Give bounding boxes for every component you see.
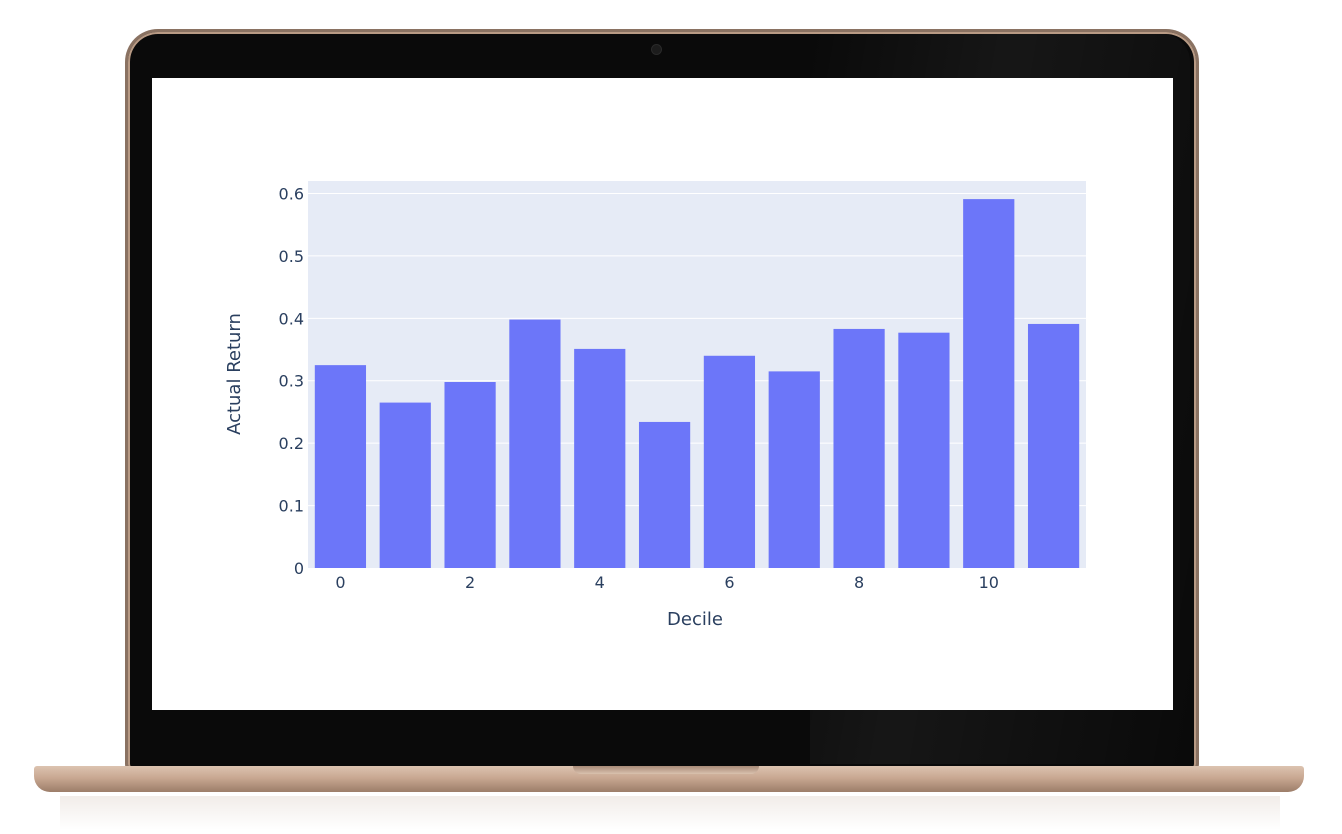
bar [379, 402, 431, 568]
bars [314, 199, 1080, 568]
y-tick-label: 0 [294, 559, 304, 578]
x-tick-label: 4 [595, 573, 605, 592]
laptop-base-notch [573, 766, 759, 774]
bar [1027, 323, 1080, 568]
gridlines [308, 192, 1086, 507]
y-tick-label: 0.3 [279, 372, 304, 391]
x-tick-label: 0 [335, 573, 345, 592]
y-tick-label: 0.1 [279, 497, 304, 516]
bar [574, 348, 626, 568]
y-tick-label: 0.5 [279, 247, 304, 266]
bar [963, 199, 1015, 568]
bar [314, 365, 367, 568]
laptop-reflection [60, 796, 1280, 830]
bar [768, 371, 820, 568]
y-tick-label: 0.4 [279, 309, 304, 328]
bar [833, 328, 885, 568]
webcam-icon [652, 45, 661, 54]
y-axis-ticks: 0 0.1 0.2 0.3 0.4 0.5 0.6 [279, 184, 304, 578]
laptop-screen: 0 0.1 0.2 0.3 0.4 0.5 0.6 0 2 4 6 8 10 Decile Actua… [152, 78, 1173, 710]
x-tick-label: 2 [465, 573, 475, 592]
bar-chart: 0 0.1 0.2 0.3 0.4 0.5 0.6 0 2 4 6 8 10 Decile Actua… [224, 181, 1086, 630]
bar [509, 319, 561, 568]
bar [703, 355, 756, 568]
y-axis-label: Actual Return [224, 313, 245, 435]
y-tick-label: 0.2 [279, 434, 304, 453]
x-tick-label: 10 [979, 573, 999, 592]
bar [638, 421, 691, 568]
x-axis-ticks: 0 2 4 6 8 10 [335, 573, 999, 592]
x-tick-label: 8 [854, 573, 864, 592]
bar [444, 381, 496, 568]
plot-area [308, 181, 1086, 568]
bar [898, 332, 950, 568]
y-tick-label: 0.6 [279, 184, 304, 203]
x-tick-label: 6 [724, 573, 734, 592]
x-axis-label: Decile [667, 609, 723, 630]
